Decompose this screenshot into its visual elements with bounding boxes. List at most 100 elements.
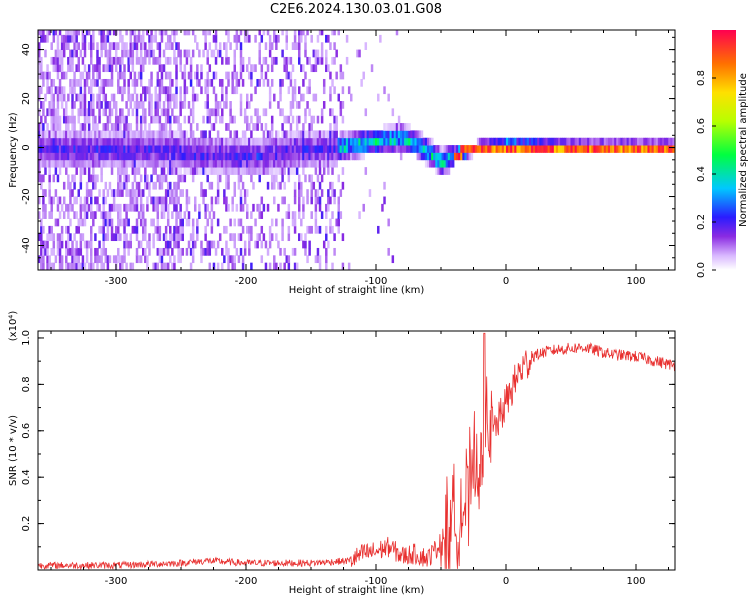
heatmap-cell [641, 145, 644, 153]
heatmap-cell [56, 233, 60, 242]
heatmap-cell [647, 145, 650, 153]
heatmap-cell [258, 233, 261, 242]
heatmap-cell [316, 159, 320, 168]
heatmap-cell [150, 78, 153, 87]
colorbar-tick-label: 0.8 [696, 70, 707, 86]
heatmap-cell [144, 137, 147, 146]
heatmap-cell [237, 145, 241, 153]
heatmap-cell [589, 145, 592, 153]
heatmap-cell [150, 71, 153, 80]
heatmap-cell [233, 64, 236, 73]
heatmap-cell [239, 167, 243, 175]
heatmap-cell [175, 203, 178, 212]
heatmap-cell [77, 247, 80, 256]
heatmap-cell [431, 145, 434, 153]
heatmap-cell [304, 108, 307, 117]
heatmap-cell [668, 137, 671, 146]
heatmap-cell [200, 247, 203, 256]
heatmap-cell [92, 211, 95, 219]
heatmap-cell [227, 203, 230, 212]
heatmap-cell [90, 189, 93, 197]
heatmap-cell [260, 137, 264, 146]
heatmap-cell [262, 152, 266, 161]
heatmap-cell [108, 115, 112, 124]
heatmap-cell [620, 145, 623, 153]
heatmap-cell [54, 30, 58, 36]
heatmap-cell [279, 145, 282, 153]
heatmap-cell [194, 159, 197, 168]
heatmap-cell [281, 152, 284, 161]
heatmap-cell [156, 108, 160, 117]
heatmap-cell [133, 137, 137, 146]
heatmap-cell [302, 196, 305, 205]
heatmap-cell [83, 196, 87, 205]
heatmap-cell [179, 152, 182, 161]
heatmap-cell [73, 49, 76, 58]
heatmap-cell [225, 101, 228, 109]
heatmap-cell [225, 145, 228, 153]
heatmap-cell [67, 130, 70, 139]
heatmap-cell [248, 159, 251, 168]
heatmap-cell [310, 64, 313, 73]
heatmap-cell [345, 34, 349, 43]
heatmap-cell [293, 78, 297, 87]
heatmap-cell [90, 255, 93, 264]
heatmap-cell [56, 108, 60, 117]
heatmap-cell [65, 108, 68, 117]
heatmap-cell [46, 255, 49, 264]
heatmap-cell [333, 152, 336, 161]
heatmap-cell [227, 30, 230, 36]
heatmap-cell [69, 145, 72, 153]
heatmap-cell [252, 159, 255, 168]
heatmap-cell [75, 211, 78, 219]
heatmap-cell [158, 130, 162, 139]
heatmap-cell [50, 42, 53, 50]
heatmap-cell [233, 56, 236, 65]
heatmap-cell [250, 167, 253, 175]
heatmap-cell [553, 137, 557, 146]
heatmap-cell [322, 145, 326, 153]
heatmap-cell [289, 130, 293, 139]
heatmap-cell [110, 56, 114, 65]
heatmap-cell [216, 240, 220, 249]
heatmap-cell [125, 211, 128, 219]
heatmap-cell [40, 218, 43, 227]
heatmap-cell [241, 64, 245, 73]
heatmap-cell [601, 145, 605, 153]
heatmap-cell [487, 137, 490, 146]
heatmap-cell [420, 152, 424, 161]
heatmap-cell [194, 34, 197, 43]
heatmap-cell [402, 123, 405, 131]
heatmap-cell [341, 181, 345, 190]
heatmap-cell [139, 196, 143, 205]
heatmap-cell [664, 137, 667, 146]
heatmap-cell [185, 30, 189, 36]
heatmap-cell [71, 30, 74, 36]
heatmap-cell [352, 137, 355, 146]
heatmap-cell [189, 247, 193, 256]
heatmap-cell [94, 159, 97, 168]
heatmap-cell [94, 64, 97, 73]
heatmap-cell [158, 64, 162, 73]
heatmap-cell [92, 93, 95, 102]
heatmap-cell [75, 93, 78, 102]
heatmap-cell [333, 233, 336, 242]
heatmap-cell [237, 233, 241, 242]
heatmap-cell [395, 145, 399, 153]
heatmap-cell [123, 255, 126, 264]
heatmap-cell [216, 167, 220, 175]
heatmap-cell [270, 78, 274, 87]
heatmap-cell [216, 196, 220, 205]
heatmap-cell [56, 71, 60, 80]
heatmap-cell [158, 145, 162, 153]
heatmap-cell [314, 225, 318, 234]
heatmap-cell [164, 86, 168, 95]
heatmap-cell [58, 78, 62, 87]
heatmap-cell [166, 93, 170, 102]
heatmap-cell [362, 203, 365, 212]
heatmap-cell [664, 145, 667, 153]
heatmap-cell [183, 101, 187, 109]
heatmap-cell [139, 203, 143, 212]
heatmap-cell [329, 181, 332, 190]
heatmap-cell [162, 101, 166, 109]
